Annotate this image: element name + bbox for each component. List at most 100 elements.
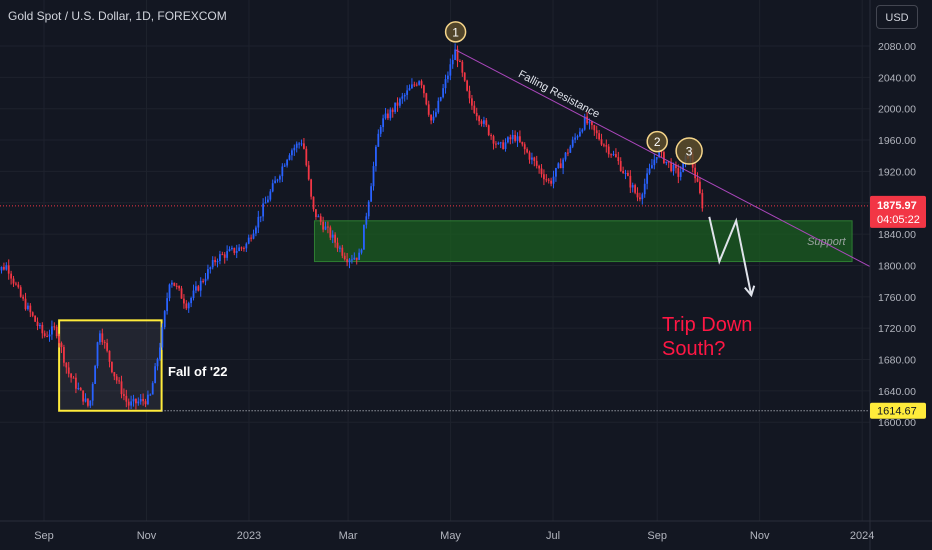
candle-body bbox=[576, 136, 579, 138]
pivot-marker-circle bbox=[675, 137, 703, 165]
candle-body bbox=[699, 181, 701, 194]
candle-body bbox=[600, 139, 603, 145]
candle-body bbox=[27, 305, 29, 310]
candle-body bbox=[418, 81, 421, 85]
candle-body bbox=[15, 283, 17, 285]
candle-body bbox=[454, 49, 457, 61]
candle-body bbox=[348, 259, 351, 263]
candles bbox=[0, 43, 704, 410]
candle-body bbox=[363, 224, 365, 250]
last-price-value: 1875.97 bbox=[877, 200, 917, 212]
candle-body bbox=[187, 303, 190, 309]
candle-body bbox=[492, 136, 495, 144]
candle-body bbox=[516, 136, 519, 141]
candle-body bbox=[499, 142, 502, 144]
candle-body bbox=[372, 166, 375, 187]
candle-body bbox=[401, 96, 404, 99]
candle-body bbox=[480, 121, 483, 124]
falling-resistance-line bbox=[455, 49, 871, 267]
price-tick-label: 2080.00 bbox=[878, 41, 916, 53]
candle-body bbox=[63, 347, 65, 363]
candle-body bbox=[331, 234, 334, 238]
candle-body bbox=[300, 143, 303, 145]
candle-body bbox=[478, 116, 481, 122]
time-axis[interactable]: Sep Nov 2023 Mar May Jul Sep Nov 2024 bbox=[34, 530, 874, 542]
candle-body bbox=[475, 112, 478, 117]
candle-body bbox=[293, 147, 296, 151]
candle-body bbox=[319, 216, 322, 222]
price-axis[interactable]: 2080.002040.002000.001960.001920.001880.… bbox=[878, 41, 916, 429]
candle-body bbox=[305, 148, 308, 166]
candle-body bbox=[447, 75, 449, 80]
pivot-marker-3: 3 bbox=[675, 137, 703, 165]
candle-body bbox=[574, 137, 577, 140]
fall-of-22-label: Fall of '22 bbox=[168, 364, 227, 379]
candle-body bbox=[370, 186, 373, 202]
candle-body bbox=[612, 154, 615, 156]
candle-body bbox=[291, 150, 293, 156]
candle-body bbox=[151, 383, 154, 395]
symbol-title[interactable]: Gold Spot / U.S. Dollar, 1D, FOREXCOM bbox=[8, 9, 227, 23]
candle-body bbox=[53, 326, 56, 328]
candle-body bbox=[583, 116, 586, 130]
candle-body bbox=[51, 326, 53, 335]
candle-body bbox=[87, 398, 89, 406]
candle-body bbox=[605, 145, 608, 147]
candle-body bbox=[358, 252, 361, 260]
candle-body bbox=[595, 130, 598, 134]
candle-body bbox=[257, 216, 260, 228]
candle-body bbox=[648, 168, 651, 174]
candle-body bbox=[631, 185, 634, 188]
candle-body bbox=[209, 267, 212, 270]
candle-body bbox=[67, 367, 70, 374]
candle-body bbox=[538, 165, 541, 169]
candle-body bbox=[247, 237, 250, 244]
candle-body bbox=[185, 303, 188, 309]
candle-body bbox=[384, 113, 387, 119]
candle-body bbox=[322, 221, 325, 230]
time-tick-label: Mar bbox=[339, 530, 358, 542]
candle-body bbox=[533, 157, 536, 161]
candle-body bbox=[375, 146, 377, 167]
candle-body bbox=[667, 161, 670, 163]
candle-body bbox=[46, 336, 49, 338]
currency-button[interactable]: USD bbox=[876, 5, 918, 29]
candle-body bbox=[365, 216, 368, 225]
candle-body bbox=[307, 165, 310, 180]
candle-body bbox=[377, 133, 380, 147]
candle-body bbox=[643, 183, 646, 195]
candle-body bbox=[677, 168, 680, 177]
candle-body bbox=[408, 88, 411, 91]
candle-body bbox=[91, 384, 94, 401]
candle-body bbox=[183, 298, 185, 304]
candle-body bbox=[514, 134, 517, 141]
candle-body bbox=[180, 288, 183, 299]
candle-body bbox=[526, 149, 529, 153]
candle-body bbox=[579, 131, 581, 137]
candle-body bbox=[567, 152, 569, 154]
candle-body bbox=[466, 80, 469, 91]
candle-body bbox=[355, 257, 358, 260]
candle-body bbox=[682, 162, 685, 173]
candle-body bbox=[274, 180, 277, 184]
candle-body bbox=[94, 365, 97, 385]
candle-body bbox=[125, 395, 128, 402]
candle-body bbox=[231, 247, 233, 250]
candle-body bbox=[679, 172, 682, 177]
candle-body bbox=[324, 226, 327, 230]
candle-body bbox=[204, 278, 207, 282]
candle-body bbox=[72, 377, 75, 379]
candle-body bbox=[223, 254, 226, 258]
candle-body bbox=[120, 381, 123, 395]
price-tick-label: 1720.00 bbox=[878, 323, 916, 335]
candle-body bbox=[154, 366, 157, 384]
candle-body bbox=[137, 401, 140, 404]
candle-body bbox=[423, 85, 425, 94]
candle-body bbox=[214, 260, 217, 263]
candle-body bbox=[483, 120, 485, 124]
candle-body bbox=[435, 112, 437, 117]
candle-body bbox=[651, 165, 653, 169]
candle-body bbox=[303, 143, 305, 149]
candle-body bbox=[336, 242, 339, 249]
